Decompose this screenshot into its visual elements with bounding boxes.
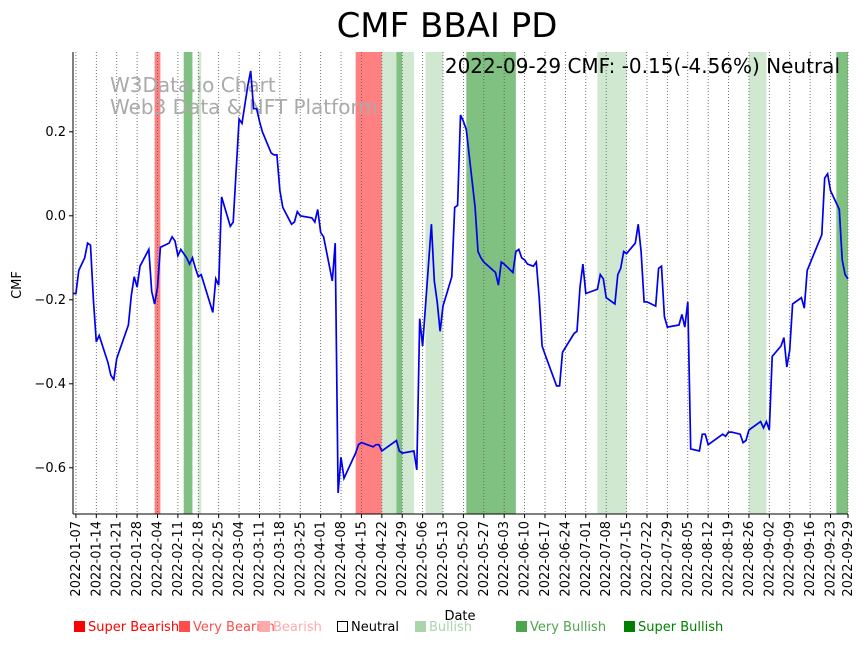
x-tick-label: 2022-04-29: [395, 521, 410, 597]
x-tick-label: 2022-09-23: [824, 521, 839, 597]
legend: Super Bearish Very Bearish Bearish Neutral B…: [0, 620, 867, 640]
band-very-bullish-9: [466, 52, 516, 514]
legend-item-very-bearish: Very Bearish: [179, 620, 275, 635]
cmf-series-line: [73, 70, 849, 494]
y-tick-label: −0.6: [34, 461, 66, 476]
legend-swatch: [259, 621, 270, 632]
x-tick-label: 2022-02-04: [150, 521, 165, 597]
x-tick-label: 2022-07-22: [640, 521, 655, 597]
legend-label: Super Bullish: [638, 620, 724, 635]
x-tick-label: 2022-06-10: [518, 521, 533, 597]
band-bullish-2: [198, 52, 202, 514]
x-tick-label: 2022-02-11: [171, 521, 186, 597]
x-tick-label: 2022-04-22: [375, 521, 390, 597]
legend-swatch: [74, 621, 85, 632]
band-bullish-7: [402, 52, 414, 514]
legend-swatch: [415, 621, 426, 632]
legend-item-super-bullish: Super Bullish: [624, 620, 723, 635]
legend-label: Bullish: [429, 620, 473, 635]
band-very-bullish-6: [396, 52, 403, 514]
legend-swatch: [516, 621, 527, 632]
x-tick-label: 2022-08-26: [742, 521, 757, 597]
x-tick-label: 2022-03-25: [293, 521, 308, 597]
latest-value-annotation: 2022-09-29 CMF: -0.15(-4.56%) Neutral: [445, 54, 840, 78]
x-tick-label: 2022-09-02: [762, 521, 777, 597]
x-tick-label: 2022-08-05: [681, 521, 696, 597]
legend-label: Bearish: [273, 620, 322, 635]
x-tick-label: 2022-05-13: [436, 521, 451, 597]
x-tick-label: 2022-01-28: [130, 521, 145, 597]
weekly-gridlines: [75, 52, 849, 514]
legend-label: Super Bearish: [88, 620, 180, 635]
y-tick-label: 0.2: [45, 125, 66, 140]
x-tick-label: 2022-04-15: [354, 521, 369, 597]
x-tick-label: 2022-07-01: [579, 521, 594, 597]
y-tick-label: 0.0: [45, 209, 66, 224]
x-tick-label: 2022-06-03: [497, 521, 512, 597]
x-tick-label: 2022-07-15: [620, 521, 635, 597]
legend-label: Neutral: [351, 620, 399, 635]
legend-swatch: [337, 621, 348, 632]
x-tick-label: 2022-04-01: [314, 521, 329, 597]
band-bullish-10: [597, 52, 627, 514]
x-tick-label: 2022-03-11: [252, 521, 267, 597]
x-tick-label: 2022-07-08: [599, 521, 614, 597]
band-very-bearish-3: [355, 52, 382, 514]
x-tick-label: 2022-03-18: [273, 521, 288, 597]
x-tick-label: 2022-03-04: [232, 521, 247, 597]
band-very-bullish-1: [183, 52, 193, 514]
legend-swatch: [179, 621, 190, 632]
x-tick-label: 2022-08-12: [701, 521, 716, 597]
legend-item-bullish: Bullish: [415, 620, 472, 635]
legend-swatch: [624, 621, 635, 632]
x-tick-label: 2022-05-06: [416, 521, 431, 597]
legend-item-neutral: Neutral: [337, 620, 399, 635]
x-tick-label: 2022-06-24: [558, 521, 573, 597]
x-tick-label: 2022-01-14: [89, 521, 104, 597]
band-bullish-11: [748, 52, 767, 514]
axes: [72, 52, 848, 515]
signal-bands: [154, 52, 848, 514]
chart-title: CMF BBAI PD: [337, 6, 558, 46]
x-tick-label: 2022-05-20: [456, 521, 471, 597]
x-tick-label: 2022-04-08: [334, 521, 349, 597]
x-tick-label: 2022-06-17: [538, 521, 553, 597]
x-tick-label: 2022-01-21: [110, 521, 125, 597]
legend-label: Very Bearish: [193, 620, 275, 635]
y-axis-ticks: −0.6 −0.4 −0.2 0.0 0.2: [34, 125, 73, 476]
y-axis-label: CMF: [10, 271, 25, 299]
band-bullish-5: [390, 52, 397, 514]
x-axis-ticks: 2022-01-07 2022-01-14 2022-01-21 2022-01-28…: [69, 514, 856, 597]
x-tick-label: 2022-09-16: [803, 521, 818, 597]
x-tick-label: 2022-08-19: [722, 521, 737, 597]
legend-label: Very Bullish: [530, 620, 607, 635]
x-tick-label: 2022-07-29: [660, 521, 675, 597]
x-tick-label: 2022-09-29: [841, 521, 856, 597]
legend-item-bearish: Bearish: [259, 620, 322, 635]
x-tick-label: 2022-05-27: [477, 521, 492, 597]
band-bullish-4: [381, 52, 391, 514]
legend-item-very-bullish: Very Bullish: [516, 620, 606, 635]
y-tick-label: −0.2: [34, 293, 66, 308]
y-tick-label: −0.4: [34, 377, 66, 392]
legend-item-super-bearish: Super Bearish: [74, 620, 179, 635]
x-tick-label: 2022-09-09: [783, 521, 798, 597]
x-tick-label: 2022-02-18: [191, 521, 206, 597]
x-tick-label: 2022-02-25: [212, 521, 227, 597]
x-tick-label: 2022-01-07: [69, 521, 84, 597]
band-very-bullish-12: [836, 52, 848, 514]
x-axis-label: Date: [444, 609, 475, 624]
